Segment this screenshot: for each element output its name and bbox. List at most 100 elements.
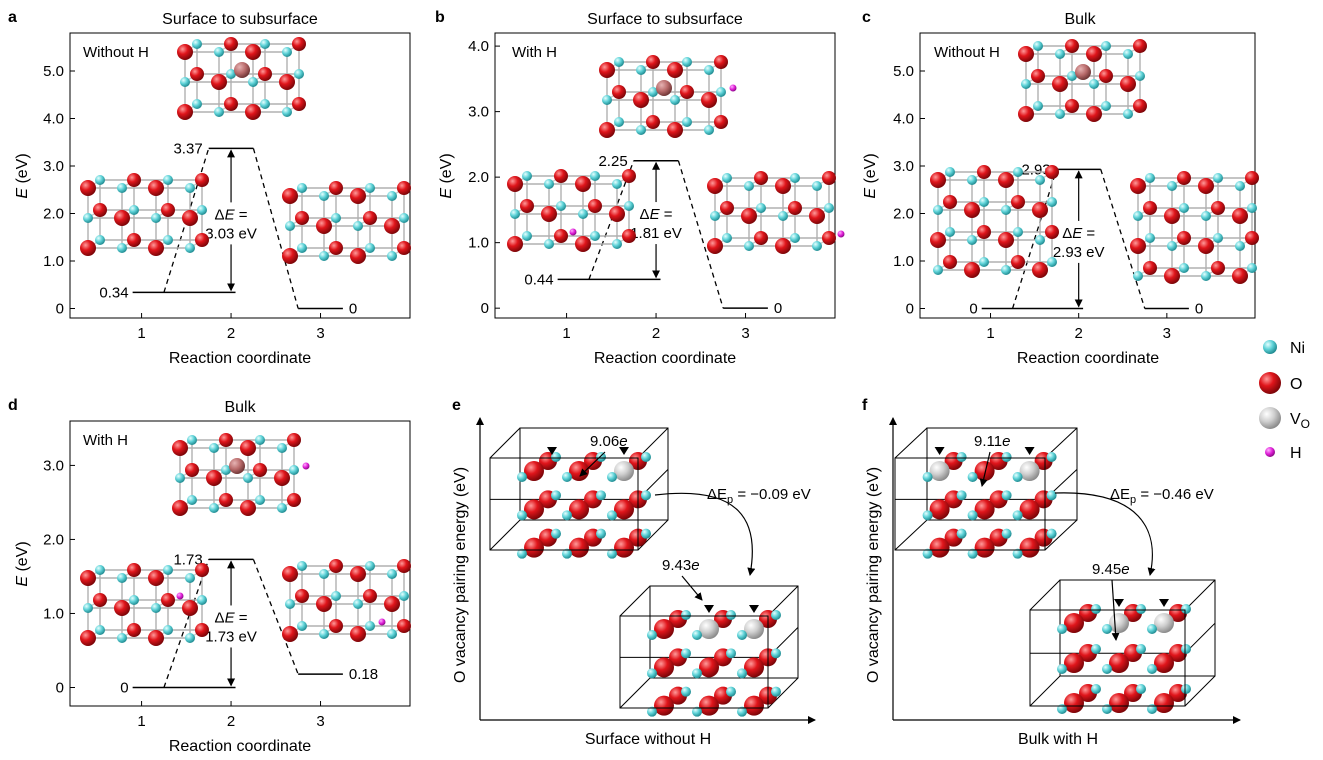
ni-atom <box>1047 257 1057 267</box>
pairing-energy: ΔEp = −0.46 eV <box>1110 486 1214 506</box>
ni-atom <box>1001 265 1011 275</box>
ni-atom <box>636 125 646 135</box>
o-atom <box>384 596 400 612</box>
o-atom <box>295 589 309 603</box>
delta-label-prefix: ΔE = <box>1062 225 1095 242</box>
y-tick-label: 5.0 <box>893 63 914 80</box>
y-ticks: 0 1.0 2.0 3.0 4.0 <box>468 38 500 317</box>
x-ticks: 1 2 3 <box>986 313 1171 342</box>
o-atom <box>397 619 411 633</box>
structure-transition <box>599 55 737 138</box>
level-label-final: 0.18 <box>349 666 378 683</box>
pairing-arrow <box>654 492 756 576</box>
panel-label: e <box>452 397 461 414</box>
ni-atom <box>522 231 532 241</box>
energy-diagram: 0.34 3.37 0 ΔE = 3.03 eV <box>99 140 357 317</box>
h-atom <box>837 230 845 238</box>
y-tick-label: 0 <box>56 679 64 696</box>
ni-atom <box>1001 528 1012 539</box>
o-atom <box>929 499 950 520</box>
ni-atom <box>185 573 195 583</box>
condition-label: With H <box>512 44 557 61</box>
o-atom <box>1120 76 1136 92</box>
h-atom <box>729 84 737 92</box>
y-tick-label: 1.0 <box>43 605 64 622</box>
vacancy-marker-icon <box>1114 599 1124 607</box>
supercell-top <box>489 427 669 559</box>
ni-atom <box>319 569 329 579</box>
ni-atom <box>1145 173 1155 183</box>
delta-label-value: 3.03 eV <box>205 225 257 242</box>
path-connector-fall <box>677 160 724 309</box>
o-atom <box>93 203 107 217</box>
legend-item-o: O <box>1259 372 1302 394</box>
o-atom <box>569 537 589 558</box>
ni-atom <box>129 595 139 605</box>
structure-initial <box>80 173 209 256</box>
ni-atom <box>1181 644 1191 654</box>
path-connector-fall <box>252 559 299 675</box>
atoms <box>930 165 1059 278</box>
ni-atom <box>243 473 253 483</box>
structure-transition <box>172 433 310 516</box>
o-atom <box>287 433 301 447</box>
ni-atom <box>1101 41 1111 51</box>
x-axis-label: Bulk with H <box>1018 731 1098 748</box>
ni-atom <box>83 603 93 613</box>
supercell-top <box>894 427 1078 559</box>
o-atom <box>148 630 164 646</box>
ni-atom <box>722 173 732 183</box>
charge-bottom-pointer <box>1111 579 1120 641</box>
ni-atom <box>596 490 606 501</box>
ni-atom <box>641 490 651 501</box>
o-atom <box>350 626 366 642</box>
ni-atom <box>641 452 651 462</box>
charge-bottom: 9.45e <box>1092 561 1130 578</box>
ni-atom <box>1089 79 1099 89</box>
o-atom <box>714 115 728 129</box>
charge-top-pointer <box>979 451 991 487</box>
o-atom <box>1130 178 1146 194</box>
ni-atom <box>510 209 520 219</box>
legend-item-h: H <box>1265 445 1302 462</box>
ni-atom <box>353 599 363 609</box>
o-atom <box>1211 201 1225 215</box>
x-tick-label: 2 <box>227 325 235 342</box>
ni-atom <box>517 510 527 521</box>
ni-atom <box>1181 684 1191 694</box>
ni-atom <box>522 171 532 181</box>
o-atom <box>974 461 995 481</box>
structure-final <box>282 559 411 642</box>
y-axis-label: E (eV) <box>14 153 31 198</box>
panel-title: Surface to subsurface <box>162 11 318 28</box>
legend-label: O <box>1290 376 1302 393</box>
vacancy-site <box>1109 613 1129 633</box>
o-atom <box>775 178 791 194</box>
x-ticks: 1 2 3 <box>137 313 325 342</box>
o-atom <box>80 570 96 586</box>
ni-atom <box>647 668 657 679</box>
x-tick-label: 2 <box>652 325 660 342</box>
ni-atom <box>117 243 127 253</box>
ni-atom <box>716 87 726 97</box>
charge-top: 9.06e <box>590 433 628 450</box>
y-tick-label: 5.0 <box>43 63 64 80</box>
o-atom <box>161 593 175 607</box>
supercell-bottom <box>619 585 799 717</box>
ni-atom <box>612 239 622 249</box>
ni-atom <box>933 265 943 275</box>
ni-atom <box>95 235 105 245</box>
ni-atom <box>294 69 304 79</box>
panel-c: c Bulk Without H Reaction coordinate E (… <box>862 9 1259 367</box>
ni-atom <box>163 175 173 185</box>
delta-label-bg <box>201 607 262 646</box>
structure-initial <box>507 169 636 252</box>
panel-f: f O vacancy pairing energy (eV) Bulk wit… <box>862 397 1241 748</box>
ni-atom <box>1055 49 1065 59</box>
ni-atom <box>1136 644 1146 654</box>
ni-atom <box>185 633 195 643</box>
ni-atom <box>647 706 657 717</box>
o-atom <box>1130 238 1146 254</box>
o-atom <box>350 248 366 264</box>
ni-atom <box>596 452 606 462</box>
